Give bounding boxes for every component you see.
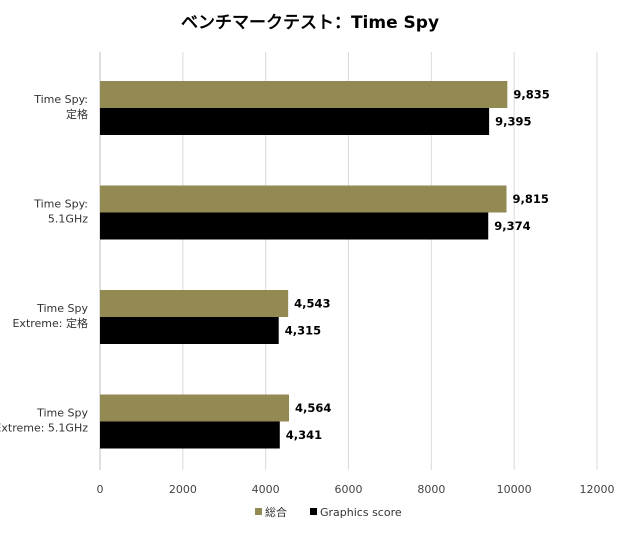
data-label: 4,543 (294, 297, 330, 311)
legend-label: Graphics score (320, 506, 402, 519)
data-label: 4,341 (286, 428, 322, 442)
bar-total (100, 185, 507, 213)
data-label: 4,315 (285, 324, 321, 338)
category-label-line: Time Spy: (33, 198, 88, 211)
x-axis-tick-labels: 0 2000 4000 6000 8000 10000 12000 (97, 483, 615, 496)
category-label-line: Extreme: 定格 (12, 316, 88, 330)
x-tick-label: 8000 (417, 483, 445, 496)
legend-label: 総合 (265, 505, 287, 519)
x-tick-label: 2000 (169, 483, 197, 496)
category-label: Time Spy Extreme: 5.1GHz (0, 407, 88, 435)
legend-swatch (310, 508, 317, 515)
data-labels: 9,835 9,395 9,815 9,374 4,543 4,315 4,564 4,341 (285, 88, 550, 443)
x-tick-label: 4000 (252, 483, 280, 496)
data-label: 9,395 (495, 115, 531, 129)
category-label: Time Spy: 5.1GHz (33, 198, 88, 226)
data-label: 9,835 (513, 88, 549, 102)
x-tick-label: 10000 (497, 483, 532, 496)
category-label-line: Extreme: 5.1GHz (0, 422, 88, 435)
chart-title: ベンチマークテスト：Time Spy (181, 13, 439, 33)
data-label: 9,815 (513, 192, 549, 206)
bar-graphics-score (100, 108, 490, 135)
bar-total (100, 290, 289, 317)
bars (100, 81, 508, 449)
bar-total (100, 81, 508, 108)
bar-total (100, 394, 290, 422)
x-tick-label: 6000 (335, 483, 363, 496)
category-label-line: 5.1GHz (48, 213, 88, 226)
x-tick-label: 12000 (580, 483, 615, 496)
category-label: Time Spy Extreme: 定格 (12, 302, 88, 330)
bar-graphics-score (100, 212, 489, 240)
x-tick-label: 0 (97, 483, 104, 496)
category-label-line: Time Spy: (33, 93, 88, 106)
category-label-line: 定格 (66, 107, 88, 121)
data-label: 9,374 (494, 219, 530, 233)
data-label: 4,564 (295, 401, 331, 415)
category-label: Time Spy:定格 (33, 93, 88, 121)
category-label-line: Time Spy (36, 407, 88, 420)
bar-graphics-score (100, 317, 279, 344)
bar-graphics-score (100, 421, 280, 449)
legend: 総合 Graphics score (255, 505, 402, 519)
legend-swatch (255, 508, 262, 515)
category-label-line: Time Spy (36, 302, 88, 315)
